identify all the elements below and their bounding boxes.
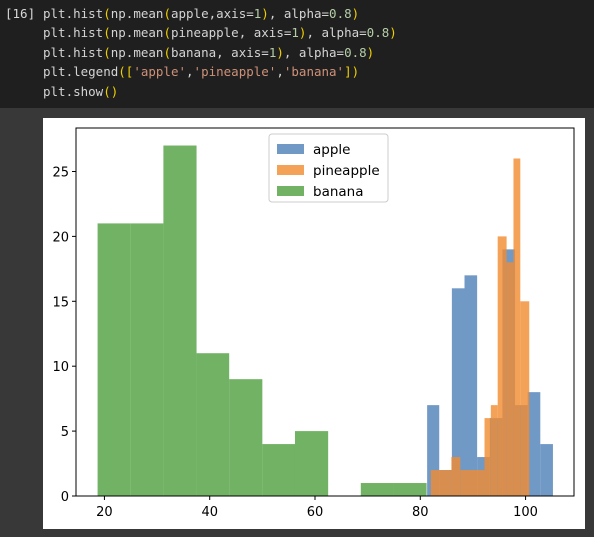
histogram-bar-pineapple xyxy=(451,457,461,496)
code-token: ( xyxy=(118,64,126,80)
histogram-bar-apple xyxy=(464,275,478,496)
histogram-bar-apple xyxy=(527,392,541,496)
code-line: plt.hist(np.mean(banana, axis=1), alpha=… xyxy=(43,43,397,62)
code-token: np.mean xyxy=(110,25,164,41)
y-tick-label: 25 xyxy=(52,165,69,180)
histogram-bar-banana xyxy=(360,483,394,496)
code-token: 'apple' xyxy=(133,64,187,80)
code-token: ) xyxy=(351,6,360,21)
code-token: ) xyxy=(276,44,284,60)
code-token: ) xyxy=(389,25,397,41)
code-token: banana, axis= xyxy=(170,44,269,60)
x-tick-label: 40 xyxy=(201,505,218,520)
code-cell-input[interactable]: [16] plt.hist(np.mean(apple,axis=1), alp… xyxy=(0,0,594,108)
x-tick-label: 20 xyxy=(96,505,113,520)
legend-label-banana: banana xyxy=(313,184,364,200)
y-tick-label: 0 xyxy=(61,490,69,505)
code-token: , alpha= xyxy=(283,44,345,60)
code-token: ( xyxy=(163,6,171,21)
code-editor[interactable]: plt.hist(np.mean(apple,axis=1), alpha=0.… xyxy=(43,4,397,101)
code-token: , alpha= xyxy=(306,25,367,41)
code-token: plt.show xyxy=(43,83,104,99)
cell-output: 20 40 60 80 100 0 5 10 15 20 25 apple pineapple banan… xyxy=(43,118,585,529)
histogram-bar-pineapple xyxy=(506,262,514,496)
x-tick-label: 100 xyxy=(513,505,538,520)
histogram-bar-banana xyxy=(294,431,329,496)
legend-label-apple: apple xyxy=(313,142,350,158)
execution-count: [16] xyxy=(5,6,36,21)
histogram-bar-banana xyxy=(229,379,263,496)
histogram-chart: 20 40 60 80 100 0 5 10 15 20 25 apple pineapple banan… xyxy=(52,127,575,520)
code-token: ( xyxy=(163,25,171,41)
histogram-bar-banana xyxy=(163,145,197,496)
histogram-bar-pineapple xyxy=(497,236,507,496)
histogram-bar-pineapple xyxy=(520,301,530,496)
histogram-bar-apple xyxy=(451,288,465,496)
histogram-bar-pineapple xyxy=(484,418,491,496)
code-token: 1 xyxy=(253,6,262,21)
code-token: plt.legend xyxy=(43,64,119,80)
code-token: , xyxy=(186,64,194,80)
code-token: 'banana' xyxy=(283,64,345,80)
code-token: pineapple, axis= xyxy=(170,25,292,41)
code-token: 1 xyxy=(268,44,277,60)
histogram-bar-banana xyxy=(393,483,427,496)
histogram-bar-apple xyxy=(540,444,553,496)
code-token: plt.hist xyxy=(43,44,104,60)
legend-swatch-apple xyxy=(277,144,304,154)
code-token: plt.hist xyxy=(43,6,104,21)
legend-label-pineapple: pineapple xyxy=(313,163,380,179)
code-token: ( xyxy=(103,44,111,60)
code-token: np.mean xyxy=(110,6,164,21)
code-token: ( xyxy=(103,6,111,21)
histogram-bar-banana xyxy=(130,223,164,496)
code-token: 'pineapple' xyxy=(193,64,277,80)
code-token: ) xyxy=(351,64,360,80)
legend-swatch-banana xyxy=(277,186,304,196)
code-token: , alpha= xyxy=(268,6,330,21)
code-token: 1 xyxy=(291,25,299,41)
y-tick-label: 5 xyxy=(61,425,69,440)
histogram-bar-pineapple xyxy=(430,470,452,496)
code-token: ( xyxy=(163,44,171,60)
code-token: 0.8 xyxy=(329,6,352,21)
histogram-bar-pineapple xyxy=(490,405,498,496)
code-line: plt.legend(['apple','pineapple','banana'… xyxy=(43,62,397,81)
code-line: plt.hist(np.mean(apple,axis=1), alpha=0.… xyxy=(43,4,397,23)
code-token: , xyxy=(276,64,284,80)
code-token: ) xyxy=(261,6,269,21)
code-token: ) xyxy=(298,25,307,41)
code-token: np.mean xyxy=(110,44,164,60)
y-tick-label: 15 xyxy=(52,295,69,310)
y-tick-label: 20 xyxy=(52,230,69,245)
x-tick-label: 80 xyxy=(412,505,429,520)
code-token: () xyxy=(103,83,119,99)
code-token: apple,axis= xyxy=(170,6,254,21)
code-token: ( xyxy=(103,25,111,41)
legend-swatch-pineapple xyxy=(277,165,304,175)
code-token: ) xyxy=(366,44,375,60)
code-token: 0.8 xyxy=(344,44,367,60)
histogram-bar-banana xyxy=(97,223,131,496)
histogram-bar-banana xyxy=(262,444,295,496)
histogram-bar-banana xyxy=(196,353,230,496)
y-tick-label: 10 xyxy=(52,360,69,375)
x-tick-label: 60 xyxy=(307,505,324,520)
code-token: 0.8 xyxy=(366,25,390,41)
code-line: plt.show() xyxy=(43,82,397,101)
code-line: plt.hist(np.mean(pineapple, axis=1), alp… xyxy=(43,23,397,42)
code-token: ] xyxy=(344,64,352,80)
histogram-bar-pineapple xyxy=(460,470,485,496)
histogram-bar-pineapple xyxy=(513,158,521,497)
code-token: [ xyxy=(125,64,134,80)
code-token: plt.hist xyxy=(43,25,104,41)
plot-frame xyxy=(75,127,575,497)
